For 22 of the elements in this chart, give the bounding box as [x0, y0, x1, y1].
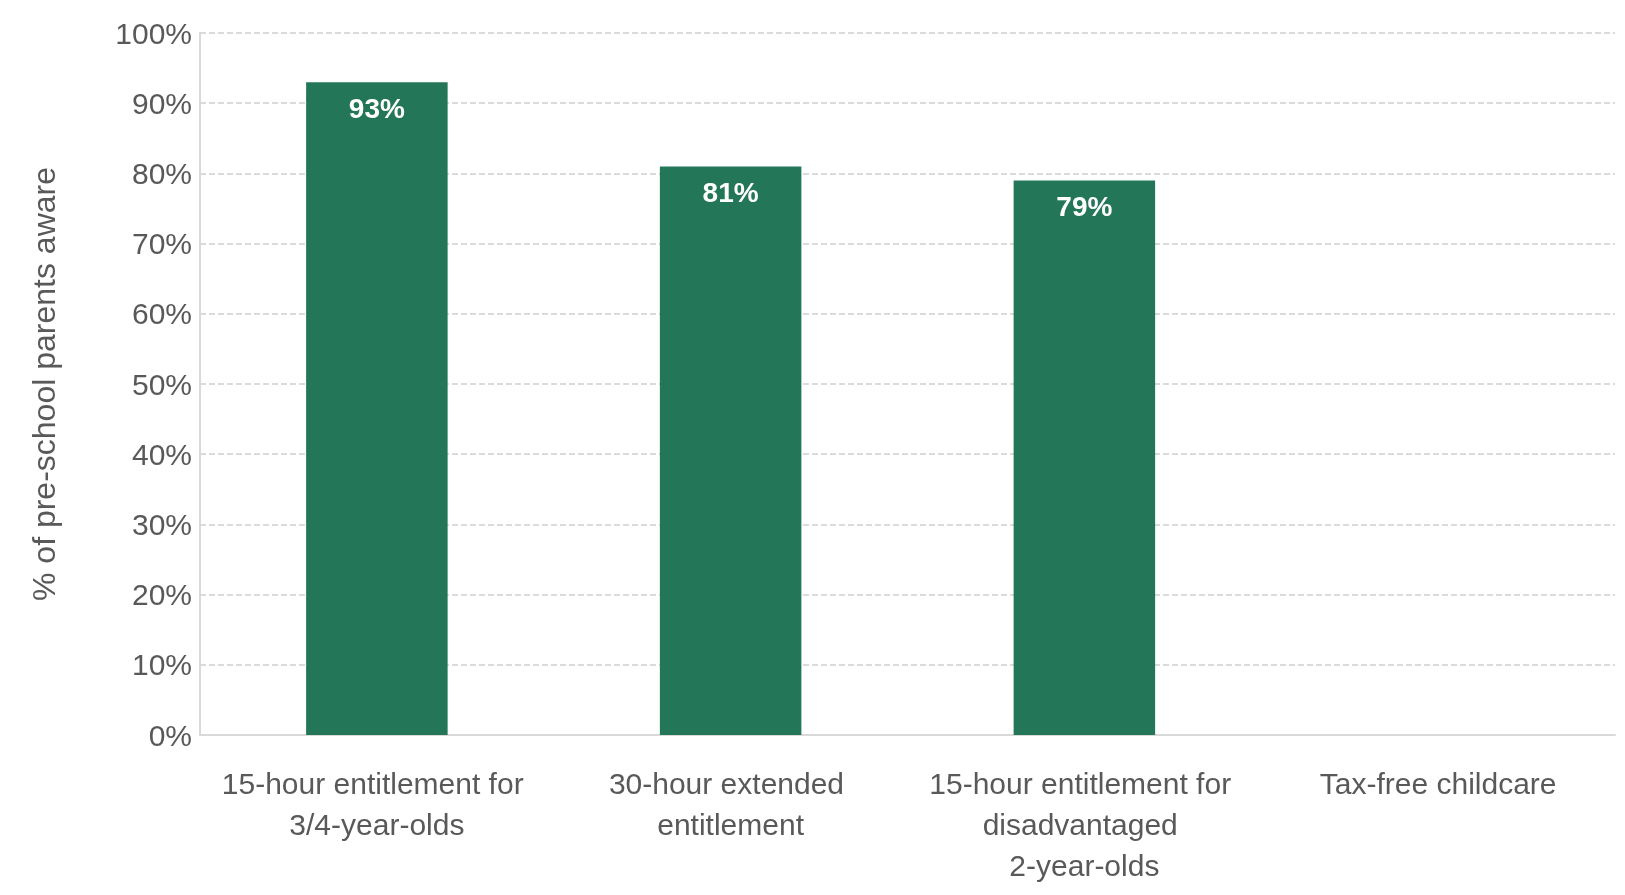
y-tick-label: 60%	[131, 297, 192, 331]
y-tick-label: 30%	[131, 507, 192, 541]
bar	[1013, 180, 1156, 735]
y-tick-label: 70%	[131, 227, 192, 261]
x-tick-label: 30-hour extended entitlement	[608, 767, 853, 841]
data-label: 93%	[348, 92, 405, 124]
y-tick-label: 20%	[131, 578, 192, 612]
y-tick-label: 80%	[131, 156, 192, 190]
y-tick-label: 90%	[131, 86, 192, 120]
data-label: 81%	[702, 176, 759, 208]
data-label: 79%	[1056, 190, 1113, 222]
y-tick-label: 0%	[148, 718, 192, 752]
y-tick-label: 10%	[131, 648, 192, 682]
x-tick-label: Tax-free childcare	[1319, 767, 1557, 800]
bar	[659, 166, 802, 735]
bar	[306, 82, 448, 735]
y-tick-label: 40%	[131, 437, 192, 471]
x-tick-label: 15-hour entitlement for 3/4-year-olds	[221, 767, 532, 841]
x-tick-label: 15-hour entitlement for disadvantaged 2-year-olds	[929, 767, 1240, 882]
y-tick-label: 100%	[115, 16, 192, 50]
y-tick-label: 50%	[131, 367, 192, 401]
y-axis-title: % of pre-school parents aware	[26, 167, 62, 601]
